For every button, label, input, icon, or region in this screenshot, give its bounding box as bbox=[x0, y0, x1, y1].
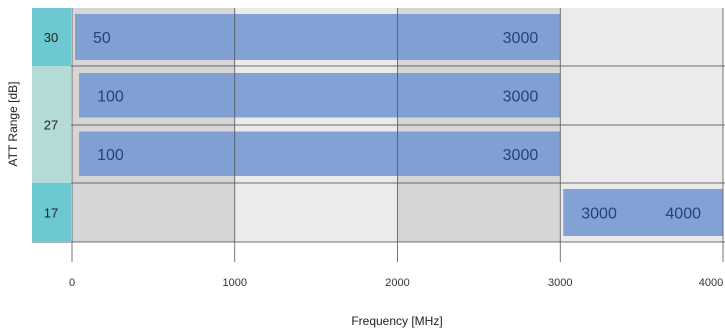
row-label-0: 30 bbox=[44, 30, 58, 45]
row-label-cell-0 bbox=[32, 8, 71, 66]
x-tick-label-1: 1000 bbox=[223, 277, 247, 289]
x-axis-title: Frequency [MHz] bbox=[351, 314, 442, 328]
bar-1 bbox=[79, 73, 561, 118]
row-dividers bbox=[32, 65, 725, 243]
x-tick-label-0: 0 bbox=[69, 277, 75, 289]
bar-end-label-1: 3000 bbox=[503, 88, 539, 105]
row-label-column: 30 27 17 bbox=[32, 8, 71, 242]
bar-end-label-3: 4000 bbox=[665, 206, 701, 223]
x-tick-label-3: 3000 bbox=[548, 277, 572, 289]
bars: 50 3000 100 3000 100 3000 3000 4000 bbox=[75, 14, 723, 236]
bar-end-label-0: 3000 bbox=[503, 30, 539, 47]
row-label-cell-2 bbox=[32, 183, 71, 242]
bar-start-label-2: 100 bbox=[97, 147, 124, 164]
bar-3 bbox=[563, 189, 723, 236]
row-label-1: 27 bbox=[44, 118, 58, 133]
bar-2 bbox=[79, 131, 561, 176]
x-axis-ticks: 0 1000 2000 3000 4000 bbox=[69, 8, 724, 289]
bar-start-label-3: 3000 bbox=[581, 206, 617, 223]
bar-end-label-2: 3000 bbox=[503, 147, 539, 164]
bar-start-label-1: 100 bbox=[97, 88, 124, 105]
y-axis-title: ATT Range [dB] bbox=[6, 82, 20, 167]
x-tick-label-2: 2000 bbox=[385, 277, 409, 289]
bar-start-label-0: 50 bbox=[93, 30, 111, 47]
row-label-cell-1 bbox=[32, 66, 71, 183]
x-tick-label-4: 4000 bbox=[699, 277, 723, 289]
row-label-2: 17 bbox=[44, 206, 58, 221]
bar-0 bbox=[75, 14, 561, 60]
